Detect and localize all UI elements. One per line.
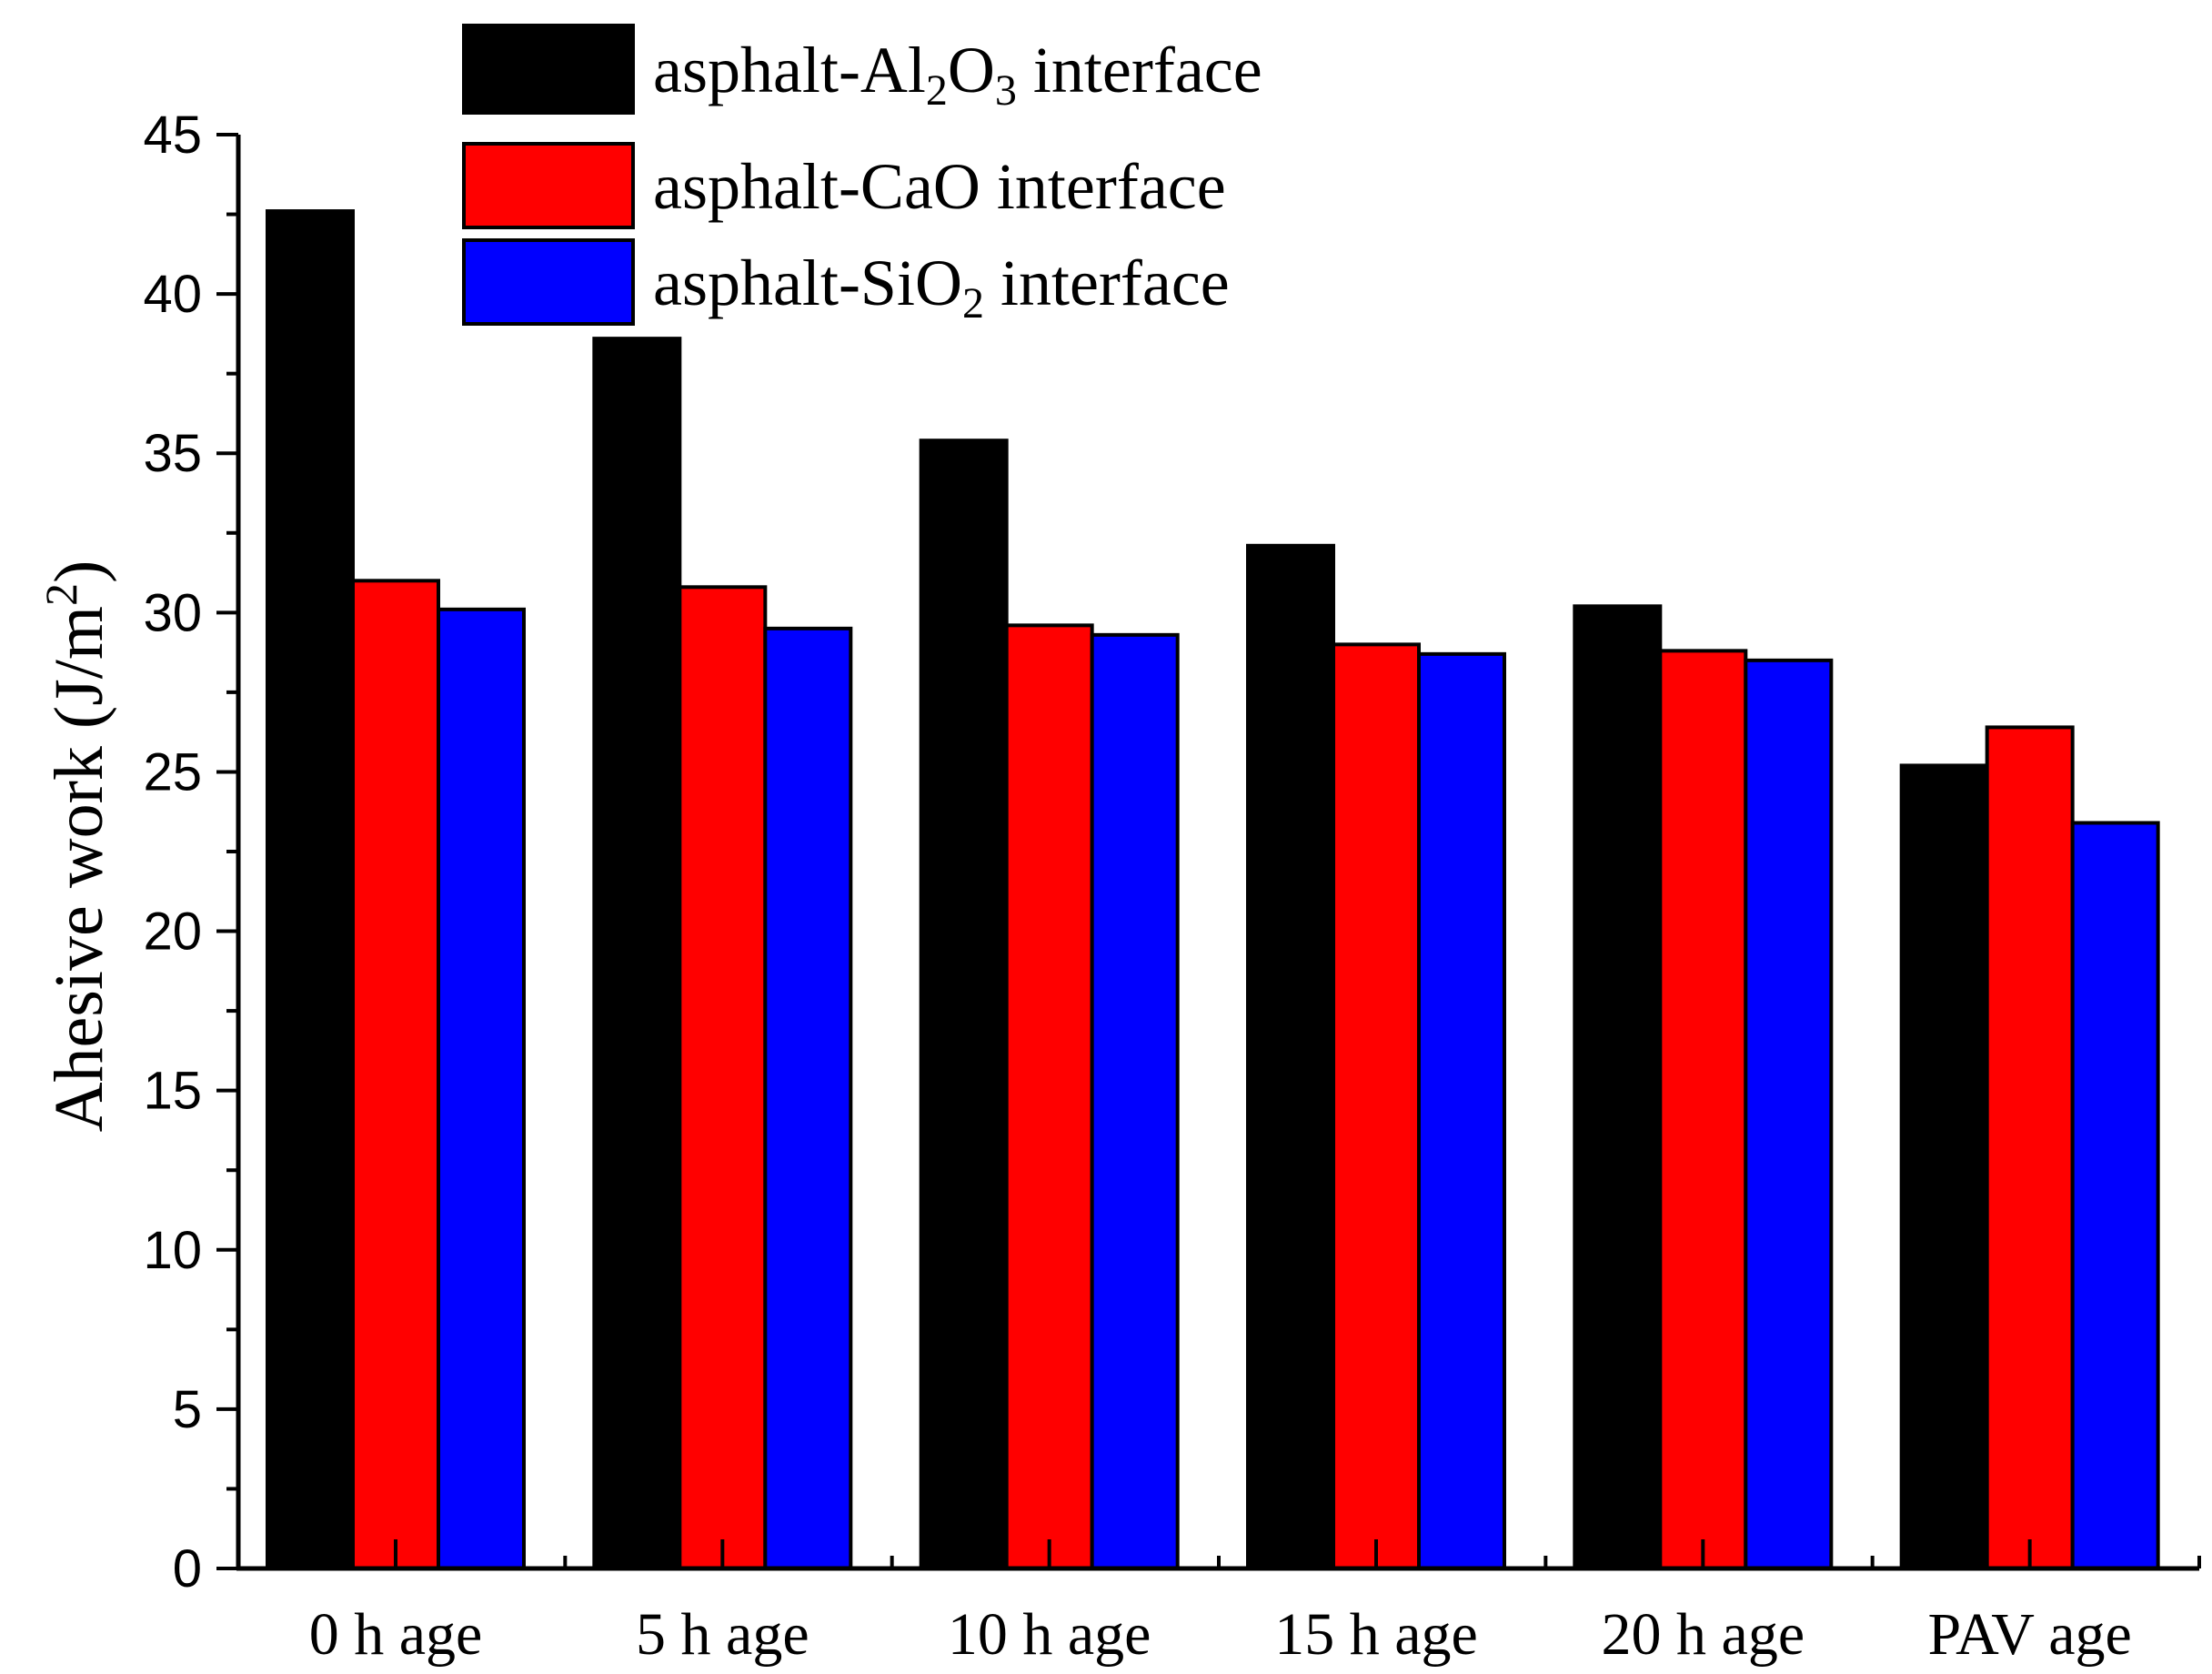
- legend-swatch: [462, 24, 635, 115]
- bar-3-15-h-age: [1417, 651, 1506, 1570]
- bar-2-15-h-age: [1332, 642, 1421, 1570]
- bar-3-5-h-age: [763, 626, 853, 1570]
- x-tick-label: 20 h age: [1602, 1601, 1805, 1668]
- bar-1-10-h-age: [919, 439, 1009, 1570]
- bar-1-15-h-age: [1246, 543, 1335, 1571]
- x-tick-label: 10 h age: [948, 1601, 1151, 1668]
- axis-titles: Ahesive work (J/m2): [35, 560, 117, 1133]
- bar-2-20-h-age: [1658, 649, 1748, 1570]
- legend-item-1: asphalt-Al2O3 interface: [462, 24, 1262, 115]
- y-tick-label: 15: [143, 1062, 202, 1121]
- bar-2-5-h-age: [678, 585, 768, 1570]
- legend-item-2: asphalt-CaO interface: [462, 142, 1226, 229]
- legend-label: asphalt-Al2O3 interface: [653, 34, 1262, 115]
- legend-swatch: [462, 142, 635, 229]
- bar-1-20-h-age: [1573, 604, 1663, 1571]
- x-tick-label: PAV age: [1927, 1601, 2131, 1668]
- legend-label: asphalt-CaO interface: [653, 150, 1226, 223]
- y-tick-label: 5: [173, 1380, 202, 1439]
- bar-1-pav-age: [1899, 763, 1989, 1570]
- bars-layer: [266, 209, 2160, 1571]
- legend: asphalt-Al2O3 interface asphalt-CaO inter…: [462, 24, 1262, 328]
- y-tick-label: 30: [143, 583, 202, 642]
- y-tick-label: 45: [143, 106, 202, 165]
- y-tick-label: 0: [173, 1539, 202, 1598]
- x-tick-label: 5 h age: [636, 1601, 809, 1668]
- y-tick-label: 25: [143, 742, 202, 802]
- bar-2-0-h-age: [351, 579, 440, 1570]
- legend-swatch: [462, 238, 635, 326]
- bar-3-10-h-age: [1090, 632, 1180, 1570]
- legend-item-3: asphalt-SiO2 interface: [462, 238, 1230, 328]
- x-tick-label: 15 h age: [1274, 1601, 1478, 1668]
- y-tick-label: 10: [143, 1221, 202, 1280]
- bar-2-pav-age: [1985, 725, 2075, 1570]
- bar-3-20-h-age: [1744, 658, 1834, 1570]
- bar-2-10-h-age: [1004, 623, 1094, 1571]
- bar-1-5-h-age: [592, 337, 682, 1570]
- bar-3-pav-age: [2070, 821, 2160, 1570]
- y-tick-label: 20: [143, 903, 202, 962]
- y-tick-label: 40: [143, 265, 202, 324]
- bar-1-0-h-age: [266, 209, 355, 1570]
- x-tick-label: 0 h age: [309, 1601, 483, 1668]
- bar-3-0-h-age: [437, 607, 526, 1571]
- axes-layer: 0 5 10 15 20 25 30 35 40 45 0 h age 5 h age 10 h age…: [143, 106, 2201, 1668]
- y-tick-label: 35: [143, 424, 202, 483]
- legend-label: asphalt-SiO2 interface: [653, 247, 1230, 328]
- y-axis-title: Ahesive work (J/m2): [35, 560, 117, 1133]
